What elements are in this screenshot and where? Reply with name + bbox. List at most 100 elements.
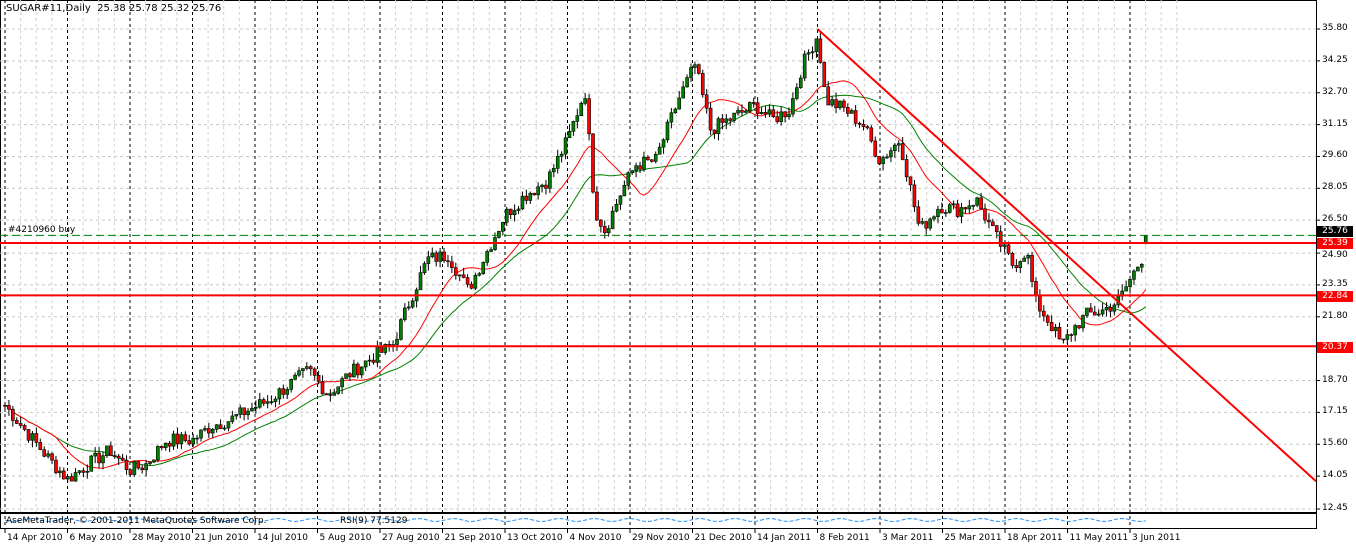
x-tick-label: 5 Aug 2010 <box>319 533 372 543</box>
candle-body <box>830 99 834 106</box>
candle-body <box>1073 325 1077 336</box>
candle-body <box>736 110 740 114</box>
candle-body <box>685 77 689 88</box>
candle-body <box>1049 322 1054 332</box>
candle-body <box>14 420 19 424</box>
candle-body <box>951 203 956 206</box>
candle-body <box>375 346 380 363</box>
candle-body <box>89 455 94 472</box>
candle-body <box>367 359 372 362</box>
candle-body <box>657 146 662 155</box>
x-tick-label: 3 Mar 2011 <box>882 533 934 543</box>
candle-body <box>1038 294 1042 312</box>
y-tick-label: 18.70 <box>1322 374 1348 385</box>
candle-body <box>971 204 976 207</box>
candle-body <box>959 207 964 217</box>
candle-body <box>11 408 15 421</box>
candle-body <box>1069 334 1074 336</box>
candle-body <box>602 226 607 234</box>
y-tick-label: 14.05 <box>1322 470 1348 481</box>
candle-body <box>140 467 144 471</box>
candle-body <box>881 157 885 164</box>
candle-body <box>544 184 548 189</box>
candle-body <box>873 140 878 157</box>
candle-body <box>963 207 968 210</box>
order-label: #4210960 buy <box>8 225 76 235</box>
candle-body <box>638 165 642 170</box>
x-tick-label: 14 Jul 2010 <box>257 533 308 543</box>
x-tick-label: 21 Jun 2010 <box>194 533 249 543</box>
candle-body <box>893 144 897 151</box>
current-price-tag: 25.76 <box>1317 226 1353 237</box>
candle-body <box>783 111 787 118</box>
candle-body <box>571 121 576 132</box>
candle-body <box>1124 286 1128 292</box>
candle-body <box>348 373 352 378</box>
x-tick-label: 6 May 2010 <box>69 533 123 543</box>
candle-body <box>798 77 803 88</box>
candle-body <box>359 366 364 376</box>
candle-body <box>763 112 768 115</box>
candle-body <box>1089 307 1093 313</box>
candle-body <box>599 219 603 227</box>
candle-body <box>46 453 50 457</box>
candle-body <box>222 427 227 430</box>
candle-body <box>755 102 760 114</box>
candle-body <box>563 137 568 155</box>
candle-body <box>246 410 250 416</box>
candle-body <box>646 156 650 161</box>
candle-body <box>626 172 631 186</box>
candle-body <box>148 461 152 464</box>
candle-body <box>105 445 109 457</box>
candle-body <box>779 111 783 122</box>
candle-body <box>720 118 725 123</box>
candle-body <box>328 394 333 396</box>
candle-body <box>3 404 7 407</box>
candle-body <box>583 98 587 104</box>
candle-body <box>324 393 329 396</box>
candle-body <box>1030 254 1034 282</box>
candle-body <box>167 442 172 447</box>
candle-body <box>179 434 184 445</box>
candle-body <box>171 433 176 447</box>
candle-body <box>665 121 670 141</box>
x-tick-label: 4 Nov 2010 <box>569 533 622 543</box>
y-tick-label: 15.60 <box>1322 438 1348 449</box>
candle-body <box>383 344 388 353</box>
candle-body <box>426 256 431 264</box>
copyright-text: AseMetaTrader, © 2001-2011 MetaQuotes So… <box>6 516 267 526</box>
candle-body <box>453 267 458 276</box>
candle-body <box>195 437 199 440</box>
candle-body <box>924 221 929 229</box>
candle-body <box>406 306 411 309</box>
candle-body <box>210 429 215 434</box>
candle-body <box>567 131 572 139</box>
candle-body <box>1014 265 1019 269</box>
candle-body <box>845 107 850 114</box>
candle-body <box>991 221 995 226</box>
y-tick-label: 17.15 <box>1322 406 1348 417</box>
candle-body <box>653 154 658 162</box>
candle-body <box>814 38 819 53</box>
candle-body <box>759 112 764 114</box>
candle-body <box>697 64 701 74</box>
candle-body <box>1104 307 1109 311</box>
candle-body <box>481 262 486 274</box>
candle-body <box>591 133 595 193</box>
candle-body <box>826 86 831 106</box>
y-tick-label: 23.35 <box>1322 278 1348 289</box>
candle-body <box>1022 257 1027 262</box>
candle-body <box>497 230 501 238</box>
candle-body <box>42 449 47 457</box>
candle-body <box>1081 315 1085 329</box>
candle-body <box>22 425 27 430</box>
candle-body <box>987 219 991 223</box>
candle-body <box>344 373 348 379</box>
candle-body <box>446 260 450 263</box>
candle-body <box>250 407 254 412</box>
y-tick-label: 34.25 <box>1322 54 1348 65</box>
candle-body <box>1061 338 1066 341</box>
candle-body <box>332 393 337 396</box>
x-tick-label: 21 Sep 2010 <box>444 533 502 543</box>
